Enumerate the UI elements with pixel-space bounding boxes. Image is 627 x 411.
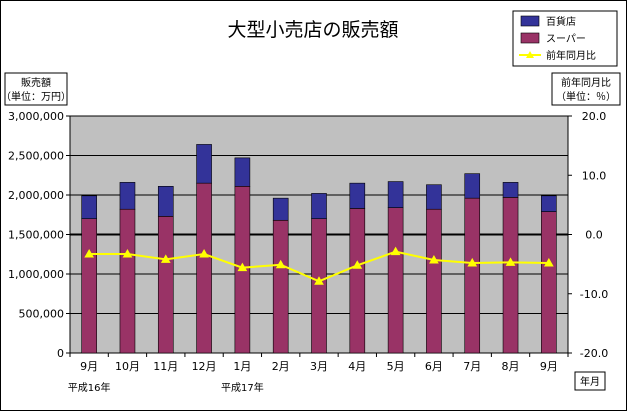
left-tick-label: 500,000 — [19, 308, 65, 321]
left-tick-label: 3,000,000 — [8, 110, 64, 123]
bar-supermarket — [387, 207, 404, 354]
x-tick-label: 8月 — [502, 360, 520, 373]
x-tick-label: 4月 — [348, 360, 366, 373]
right-tick-label: 0.0 — [585, 229, 603, 242]
bar-supermarket — [541, 211, 557, 354]
year-label: 平成17年 — [221, 381, 264, 394]
line-point — [467, 257, 478, 267]
x-tick-label: 5月 — [387, 360, 405, 373]
bar-department-store — [541, 195, 557, 212]
x-tick-label: 11月 — [153, 360, 178, 373]
line-point — [505, 257, 516, 266]
legend-swatch — [520, 32, 540, 44]
bar-supermarket — [464, 197, 481, 354]
right-tick-label: -20.0 — [580, 347, 608, 360]
legend-label: スーパー — [546, 33, 586, 45]
line-point — [84, 249, 95, 258]
x-tick-label: 3月 — [310, 360, 328, 373]
x-tick-label: 9月 — [80, 360, 98, 373]
bar-supermarket — [272, 219, 289, 354]
left-tick-label: 0 — [57, 347, 64, 360]
legend-swatch — [520, 15, 540, 27]
x-tick-label: 6月 — [425, 360, 443, 373]
left-axis-unit: （単位：万円） — [1, 90, 71, 103]
bar-department-store — [234, 157, 251, 187]
bar-department-store — [196, 144, 212, 184]
x-tick-label: 2月 — [272, 360, 290, 373]
bar-department-store — [81, 195, 97, 219]
bar-department-store — [311, 193, 327, 219]
bar-supermarket — [81, 218, 97, 354]
x-tick-label: 10月 — [115, 360, 140, 373]
bar-department-store — [502, 182, 519, 198]
legend-swatch-marker — [526, 51, 534, 58]
bar-supermarket — [157, 216, 174, 354]
x-tick-label: 7月 — [463, 360, 481, 373]
bar-supermarket — [502, 197, 519, 354]
left-tick-label: 1,000,000 — [8, 268, 64, 281]
bar-supermarket — [349, 208, 366, 354]
bar-department-store — [157, 186, 174, 217]
x-tick-label: 9月 — [540, 360, 558, 373]
left-axis-label-box — [4, 72, 68, 106]
line-point — [314, 276, 324, 285]
left-tick-label: 2,500,000 — [8, 150, 64, 163]
bar-supermarket — [119, 208, 136, 354]
x-tick-label: 12月 — [192, 360, 217, 373]
line-point — [160, 254, 171, 263]
right-tick-label: -10.0 — [580, 288, 608, 301]
chart-title: 大型小売店の販売額 — [227, 19, 398, 41]
bar-supermarket — [311, 218, 327, 354]
right-tick-label: 10.0 — [582, 169, 607, 182]
left-axis-label: 販売額 — [21, 76, 51, 89]
left-tick-label: 1,500,000 — [8, 229, 64, 242]
line-point — [199, 249, 209, 258]
bar-department-store — [349, 182, 366, 209]
line-point — [275, 259, 286, 269]
right-axis-unit: （単位：％） — [556, 90, 616, 103]
x-axis-label-box — [574, 371, 606, 391]
line-point — [390, 246, 401, 256]
line-point — [122, 249, 133, 258]
right-tick-label: 20.0 — [582, 110, 607, 123]
bar-department-store — [387, 181, 404, 208]
bar-department-store — [119, 182, 136, 210]
bar-supermarket — [196, 182, 212, 354]
legend-label: 百貨店 — [546, 15, 576, 28]
x-tick-label: 1月 — [233, 360, 251, 373]
bar-department-store — [464, 173, 481, 199]
legend-label: 前年同月比 — [546, 49, 596, 62]
bar-supermarket — [426, 208, 442, 354]
left-tick-label: 2,000,000 — [8, 189, 64, 202]
line-point — [237, 262, 248, 272]
right-axis-label: 前年同月比 — [561, 76, 611, 89]
line-point — [352, 260, 363, 269]
line-point — [429, 254, 439, 264]
bar-department-store — [426, 184, 442, 210]
line-point — [543, 257, 554, 267]
right-axis-label-box — [551, 72, 621, 106]
year-label: 平成16年 — [68, 381, 111, 394]
bar-department-store — [272, 197, 289, 221]
x-axis-label: 年月 — [580, 375, 600, 388]
